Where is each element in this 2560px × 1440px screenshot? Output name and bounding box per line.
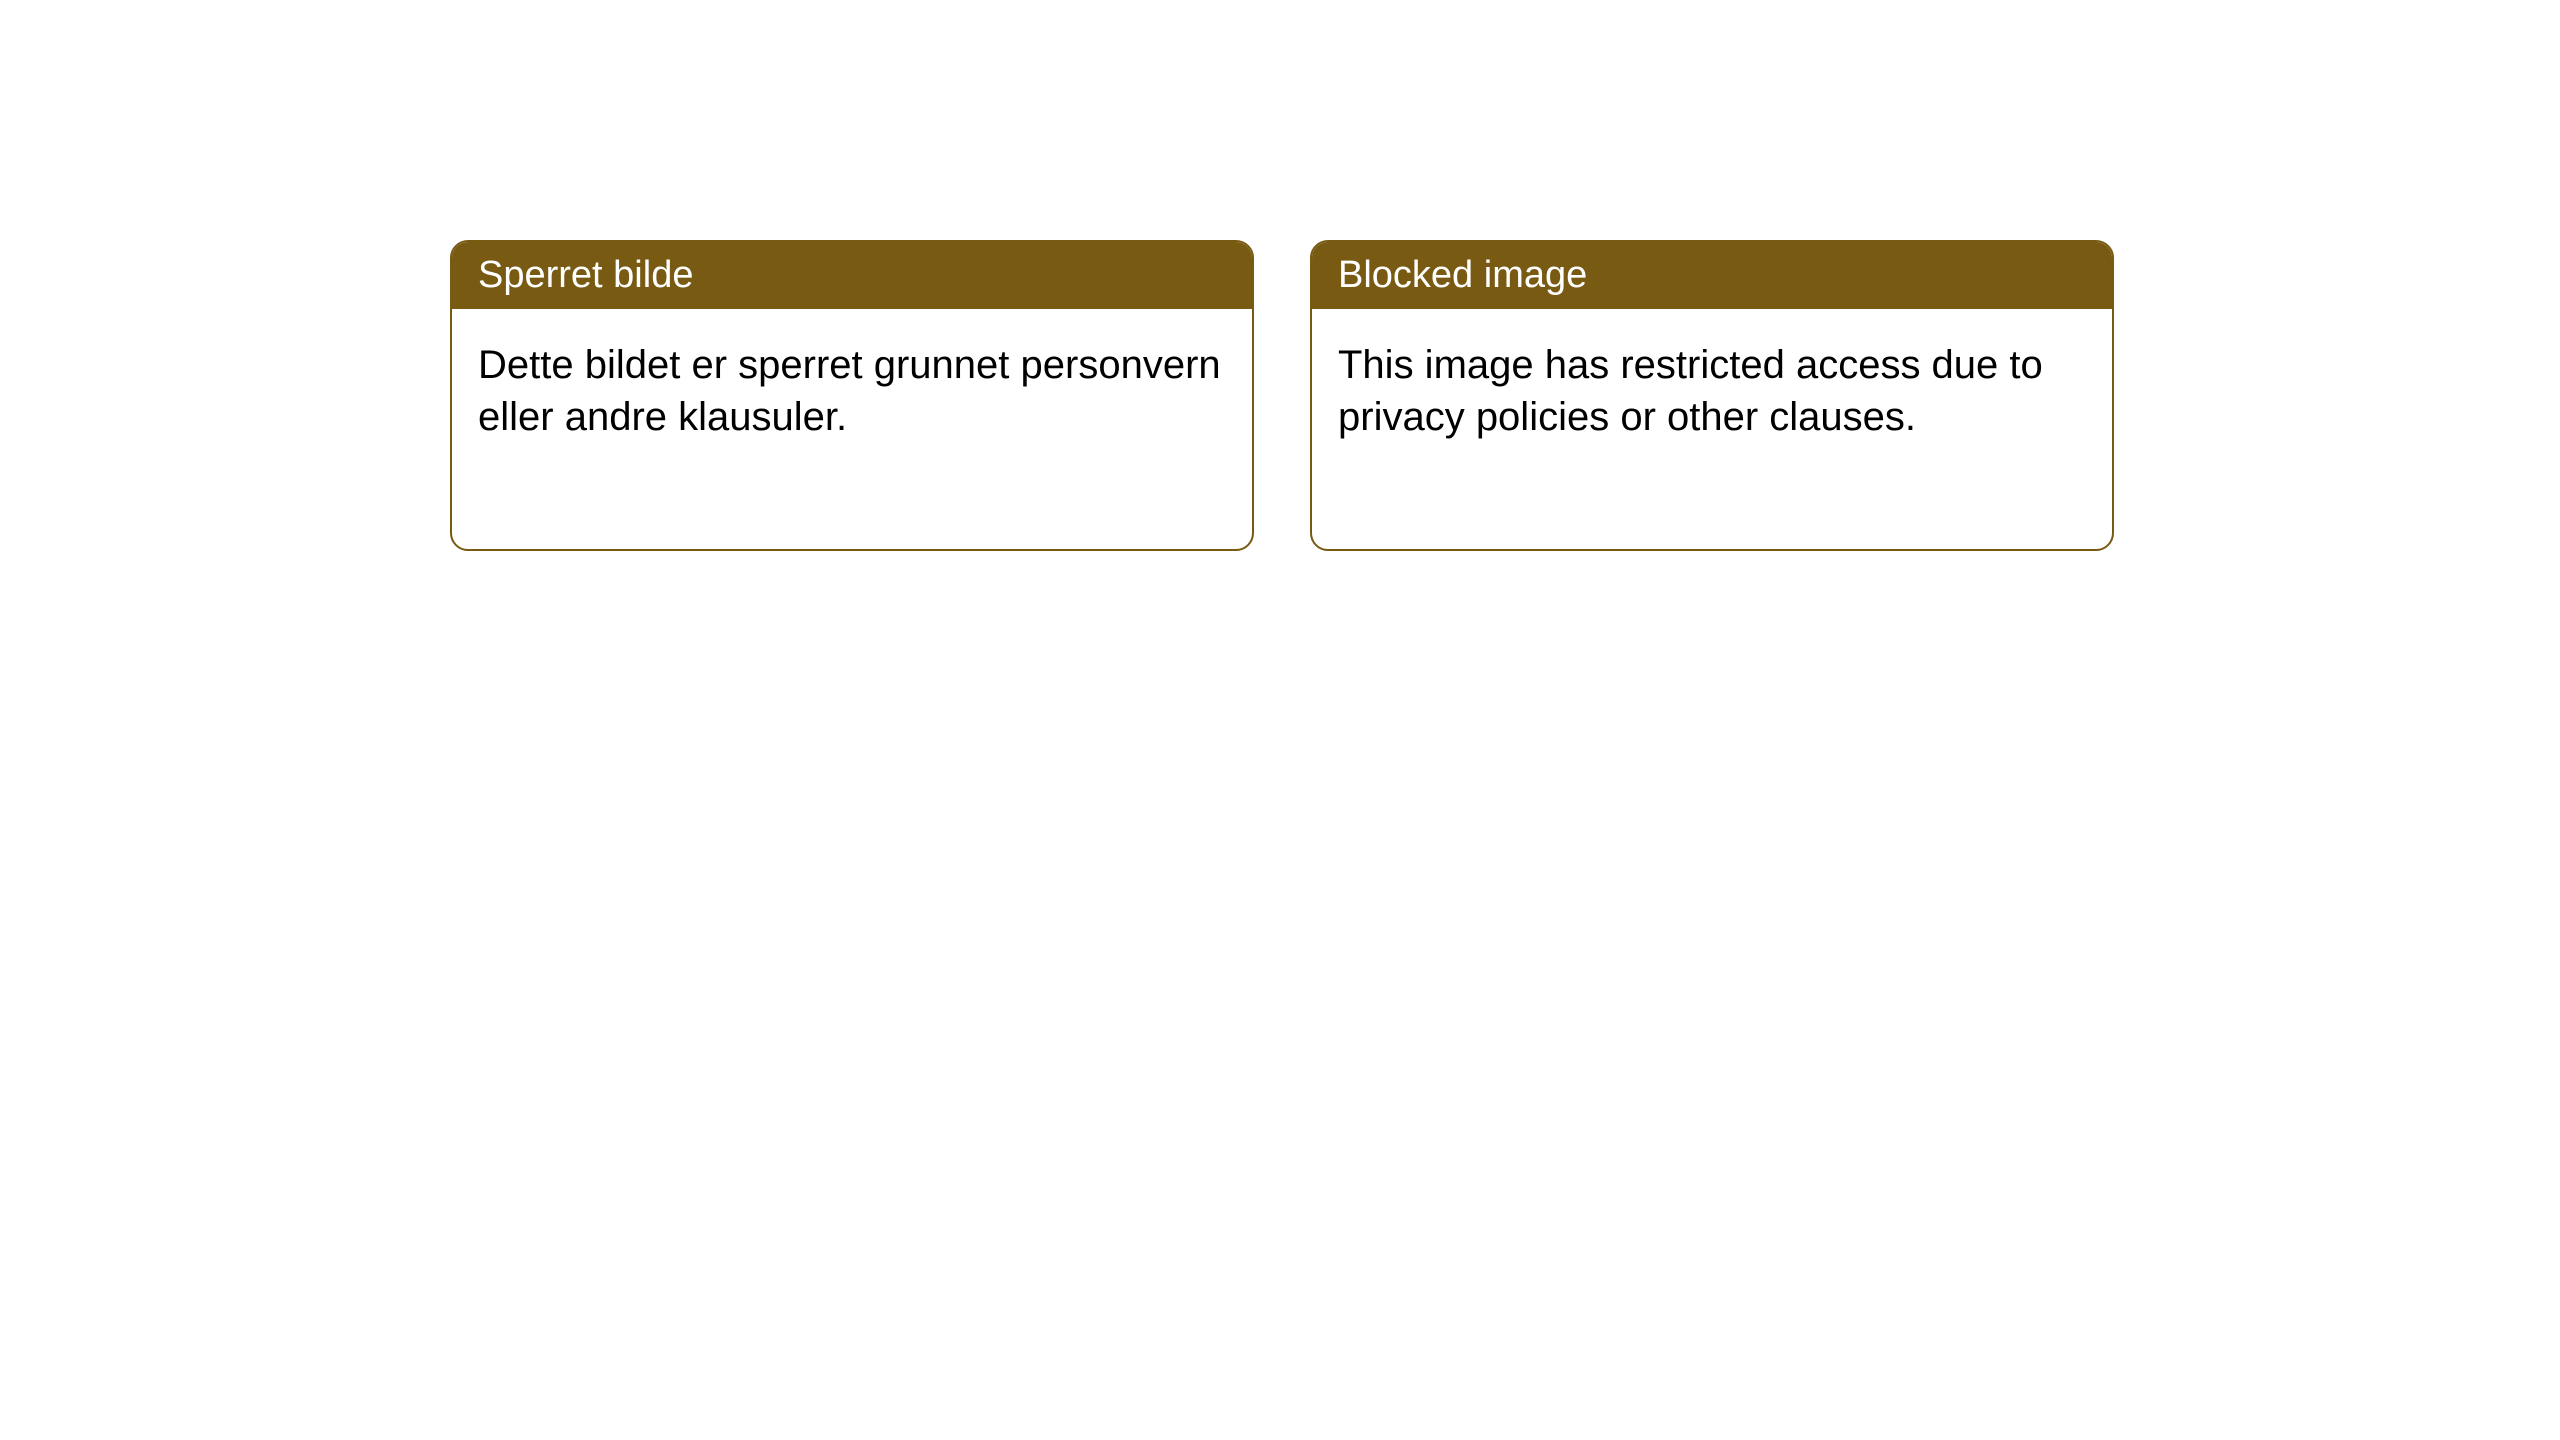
notice-title-no: Sperret bilde [452, 242, 1252, 309]
notice-body-en: This image has restricted access due to … [1312, 309, 2112, 549]
notice-card-no: Sperret bilde Dette bildet er sperret gr… [450, 240, 1254, 551]
notice-card-en: Blocked image This image has restricted … [1310, 240, 2114, 551]
notice-title-en: Blocked image [1312, 242, 2112, 309]
notice-body-no: Dette bildet er sperret grunnet personve… [452, 309, 1252, 549]
notices-container: Sperret bilde Dette bildet er sperret gr… [450, 240, 2114, 551]
